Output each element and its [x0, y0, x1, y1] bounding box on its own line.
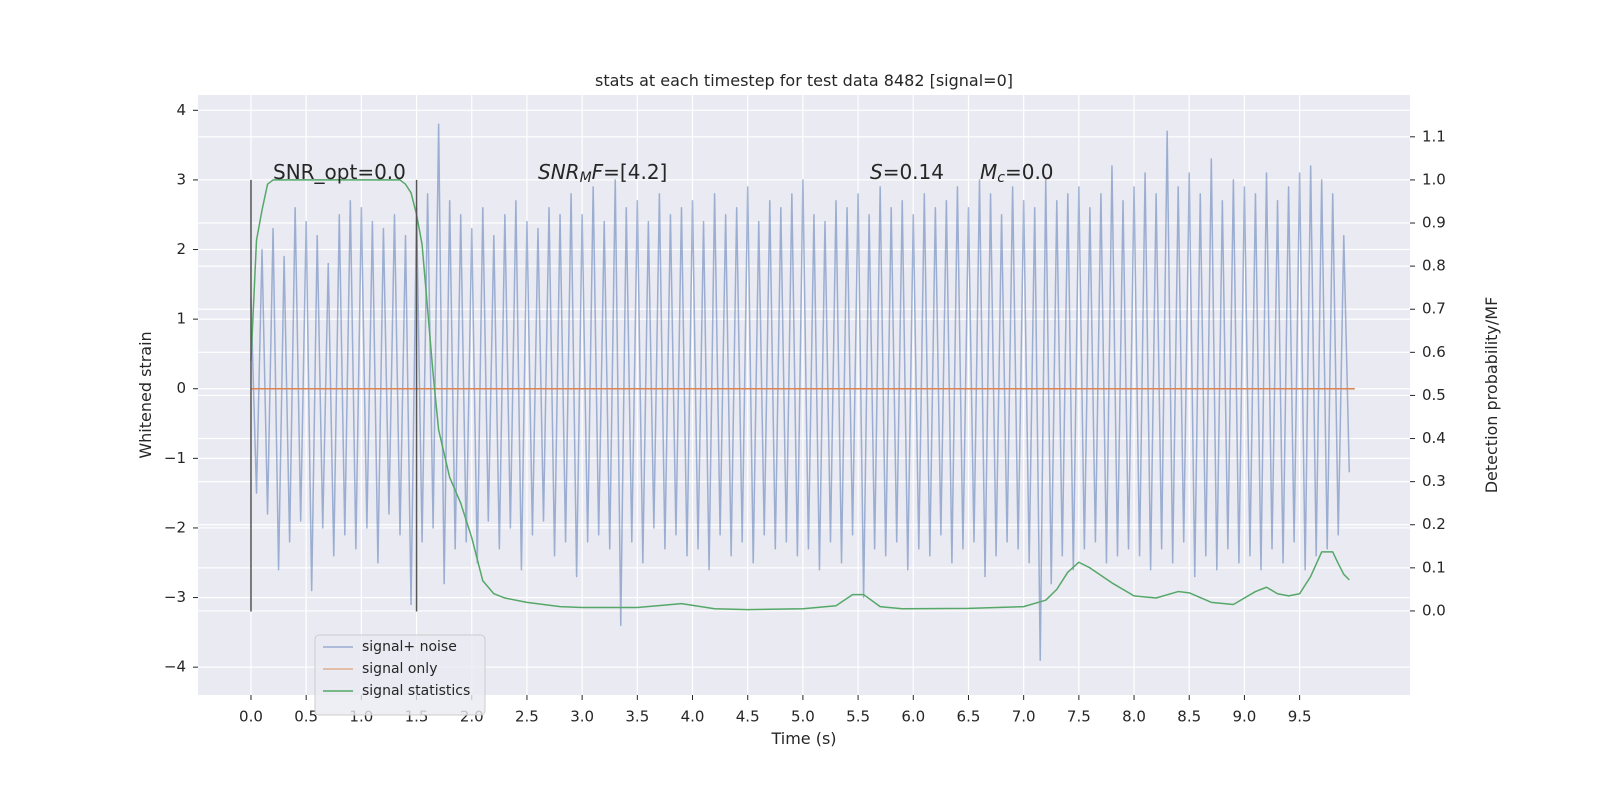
annotation-part: c: [997, 170, 1005, 186]
y2-tick-label: 1.1: [1422, 127, 1446, 145]
x-tick-label: 4.5: [736, 708, 760, 726]
x-tick-label: 2.5: [515, 708, 539, 726]
y-tick-label: 0: [176, 379, 186, 397]
series-line: [250, 123, 1351, 661]
x-tick-label: 7.5: [1067, 708, 1091, 726]
legend-label: signal+ noise: [362, 639, 457, 655]
annotation: Mc=0.0: [980, 160, 1054, 187]
x-tick-label: 9.0: [1232, 708, 1256, 726]
y-tick-label: 1: [176, 310, 186, 328]
annotation-part: SNR: [538, 160, 580, 184]
y-tick-label: −3: [164, 588, 186, 606]
annotation-part: M: [580, 170, 592, 186]
x-tick-label: 0.5: [294, 708, 318, 726]
x-tick-label: 9.5: [1288, 708, 1312, 726]
annotation-part: F: [592, 160, 604, 184]
annotation-part: =[4.2]: [603, 160, 667, 184]
x-tick-label: 8.0: [1122, 708, 1146, 726]
y2-tick-label: 0.6: [1422, 343, 1446, 361]
x-axis-label: Time (s): [770, 729, 836, 748]
y2-tick-label: 0.8: [1422, 257, 1446, 275]
annotation: SNRMF=[4.2]: [538, 160, 667, 187]
x-tick-label: 3.0: [570, 708, 594, 726]
y-axis-label: Whitened strain: [136, 331, 155, 458]
x-tick-label: 5.5: [846, 708, 870, 726]
y2-tick-label: 1.0: [1422, 170, 1446, 188]
y2-axis-label: Detection probability/MF: [1482, 297, 1501, 494]
annotation-part: =0.14: [883, 160, 944, 184]
x-tick-label: 3.5: [625, 708, 649, 726]
y2-tick-label: 0.7: [1422, 300, 1446, 318]
legend-label: signal only: [362, 661, 437, 677]
x-tick-label: 5.0: [791, 708, 815, 726]
annotation-part: M: [980, 160, 997, 184]
x-tick-label: 7.0: [1012, 708, 1036, 726]
series-line: [250, 179, 1350, 611]
legend-label: signal statistics: [362, 683, 470, 699]
legend: signal+ noise signal only signal statistic…: [314, 634, 486, 716]
y-tick-label: 3: [176, 170, 186, 188]
y2-tick-label: 0.4: [1422, 429, 1446, 447]
y2-tick-label: 0.0: [1422, 601, 1446, 619]
y2-tick-label: 0.3: [1422, 472, 1446, 490]
annotation-part: S: [870, 160, 883, 184]
y-tick-label: 2: [176, 240, 186, 258]
y-tick-label: −4: [164, 658, 186, 676]
y-tick-label: −1: [164, 449, 186, 467]
y2-tick-label: 0.9: [1422, 214, 1446, 232]
annotation: S=0.14: [870, 160, 944, 184]
annotation-part: SNR_opt=0.0: [273, 160, 406, 184]
x-tick-label: 6.0: [901, 708, 925, 726]
annotation: SNR_opt=0.0: [273, 160, 406, 184]
legend-box: [314, 634, 486, 716]
marks: SNR_opt=0.0 SNRMF=[4.2] S=0.14 Mc=0.0: [250, 123, 1355, 661]
y2-tick-label: 0.2: [1422, 515, 1446, 533]
x-tick-label: 0.0: [239, 708, 263, 726]
chart-title: stats at each timestep for test data 848…: [595, 71, 1013, 90]
x-tick-label: 4.0: [681, 708, 705, 726]
y2-tick-label: 0.5: [1422, 386, 1446, 404]
y2-tick-label: 0.1: [1422, 558, 1446, 576]
annotation-part: =0.0: [1005, 160, 1054, 184]
x-tick-label: 6.5: [957, 708, 981, 726]
y-tick-label: −2: [164, 518, 186, 536]
x-tick-label: 8.5: [1177, 708, 1201, 726]
y-tick-label: 4: [176, 101, 186, 119]
